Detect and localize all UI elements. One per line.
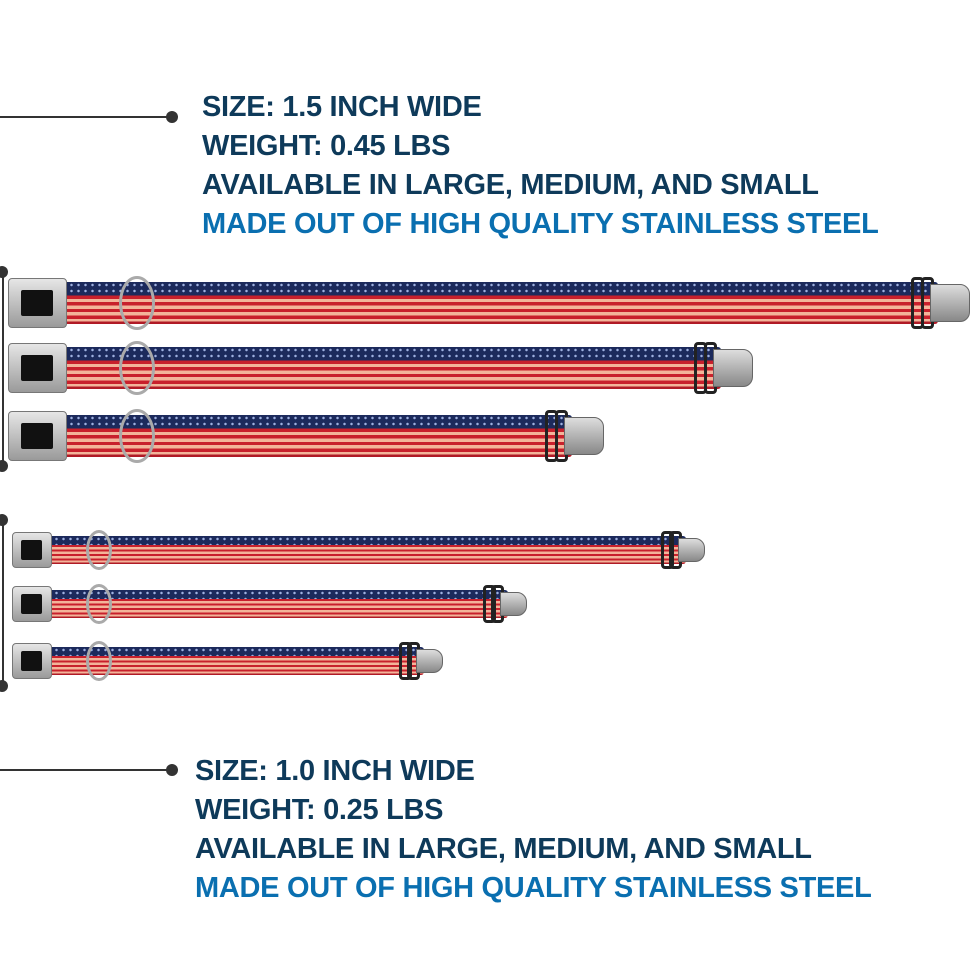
buckle-icon [12, 643, 52, 679]
d-ring-icon [86, 641, 112, 681]
pointer-dot-top [166, 111, 178, 123]
d-ring-icon [119, 409, 155, 463]
d-ring-icon [86, 584, 112, 624]
buckle-icon [8, 343, 67, 393]
buckle-tongue-icon [564, 417, 604, 455]
spec-size: SIZE: 1.0 INCH WIDE [195, 755, 475, 787]
pointer-line-bottom [0, 769, 170, 771]
spec-size: SIZE: 1.5 INCH WIDE [202, 91, 482, 123]
strap [45, 590, 508, 618]
bracket-dot [0, 680, 8, 692]
collar-large-narrow [12, 530, 705, 570]
strap [45, 536, 686, 564]
buckle-icon [12, 586, 52, 622]
spec-weight: WEIGHT: 0.25 LBS [195, 794, 444, 826]
collar-small-wide [8, 409, 604, 463]
d-ring-icon [119, 341, 155, 395]
bracket-narrow [2, 520, 4, 686]
keeper-icon [483, 585, 497, 623]
spec-available: AVAILABLE IN LARGE, MEDIUM, AND SMALL [195, 833, 812, 865]
spec-material: MADE OUT OF HIGH QUALITY STAINLESS STEEL [202, 208, 879, 240]
bracket-dot [0, 460, 8, 472]
collar-small-narrow [12, 641, 443, 681]
collar-large-wide [8, 276, 970, 330]
buckle-tongue-icon [713, 349, 753, 387]
strap [60, 347, 722, 389]
d-ring-icon [86, 530, 112, 570]
buckle-tongue-icon [677, 538, 705, 562]
buckle-icon [8, 278, 67, 328]
buckle-tongue-icon [415, 649, 443, 673]
bracket-wide [2, 272, 4, 466]
pointer-line-top [0, 116, 170, 118]
collar-medium-wide [8, 341, 753, 395]
spec-wide: SIZE: 1.5 INCH WIDE WEIGHT: 0.45 LBS AVA… [202, 88, 879, 244]
spec-material: MADE OUT OF HIGH QUALITY STAINLESS STEEL [195, 872, 872, 904]
strap [60, 282, 939, 324]
collar-medium-narrow [12, 584, 527, 624]
buckle-tongue-icon [499, 592, 527, 616]
keeper-icon [399, 642, 413, 680]
spec-narrow: SIZE: 1.0 INCH WIDE WEIGHT: 0.25 LBS AVA… [195, 752, 872, 908]
spec-available: AVAILABLE IN LARGE, MEDIUM, AND SMALL [202, 169, 819, 201]
buckle-tongue-icon [930, 284, 970, 322]
bracket-dot [0, 266, 8, 278]
spec-weight: WEIGHT: 0.45 LBS [202, 130, 451, 162]
buckle-icon [12, 532, 52, 568]
buckle-icon [8, 411, 67, 461]
d-ring-icon [119, 276, 155, 330]
pointer-dot-bottom [166, 764, 178, 776]
keeper-icon [661, 531, 675, 569]
bracket-dot [0, 514, 8, 526]
